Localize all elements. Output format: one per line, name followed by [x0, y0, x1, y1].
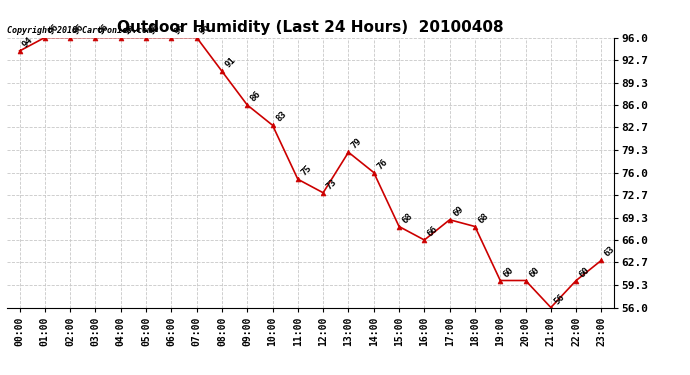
Text: 60: 60 — [527, 265, 541, 279]
Text: 79: 79 — [350, 137, 364, 151]
Text: 96: 96 — [72, 22, 86, 36]
Text: 96: 96 — [148, 22, 161, 36]
Text: 76: 76 — [375, 157, 389, 171]
Text: 94: 94 — [21, 36, 35, 50]
Text: 68: 68 — [476, 211, 491, 225]
Text: 96: 96 — [46, 22, 60, 36]
Title: Outdoor Humidity (Last 24 Hours)  20100408: Outdoor Humidity (Last 24 Hours) 2010040… — [117, 20, 504, 35]
Text: 73: 73 — [324, 177, 339, 191]
Text: 83: 83 — [274, 110, 288, 124]
Text: 60: 60 — [502, 265, 515, 279]
Text: 96: 96 — [122, 22, 136, 36]
Text: 56: 56 — [552, 292, 566, 306]
Text: 96: 96 — [198, 22, 212, 36]
Text: 63: 63 — [603, 245, 617, 259]
Text: 66: 66 — [426, 225, 440, 238]
Text: 68: 68 — [400, 211, 415, 225]
Text: 96: 96 — [97, 22, 111, 36]
Text: 91: 91 — [224, 56, 237, 70]
Text: 96: 96 — [172, 22, 187, 36]
Text: 60: 60 — [578, 265, 591, 279]
Text: Copyright 2010 Cartronics.com: Copyright 2010 Cartronics.com — [7, 26, 152, 35]
Text: 75: 75 — [299, 164, 313, 178]
Text: 69: 69 — [451, 204, 465, 218]
Text: 86: 86 — [248, 90, 263, 104]
